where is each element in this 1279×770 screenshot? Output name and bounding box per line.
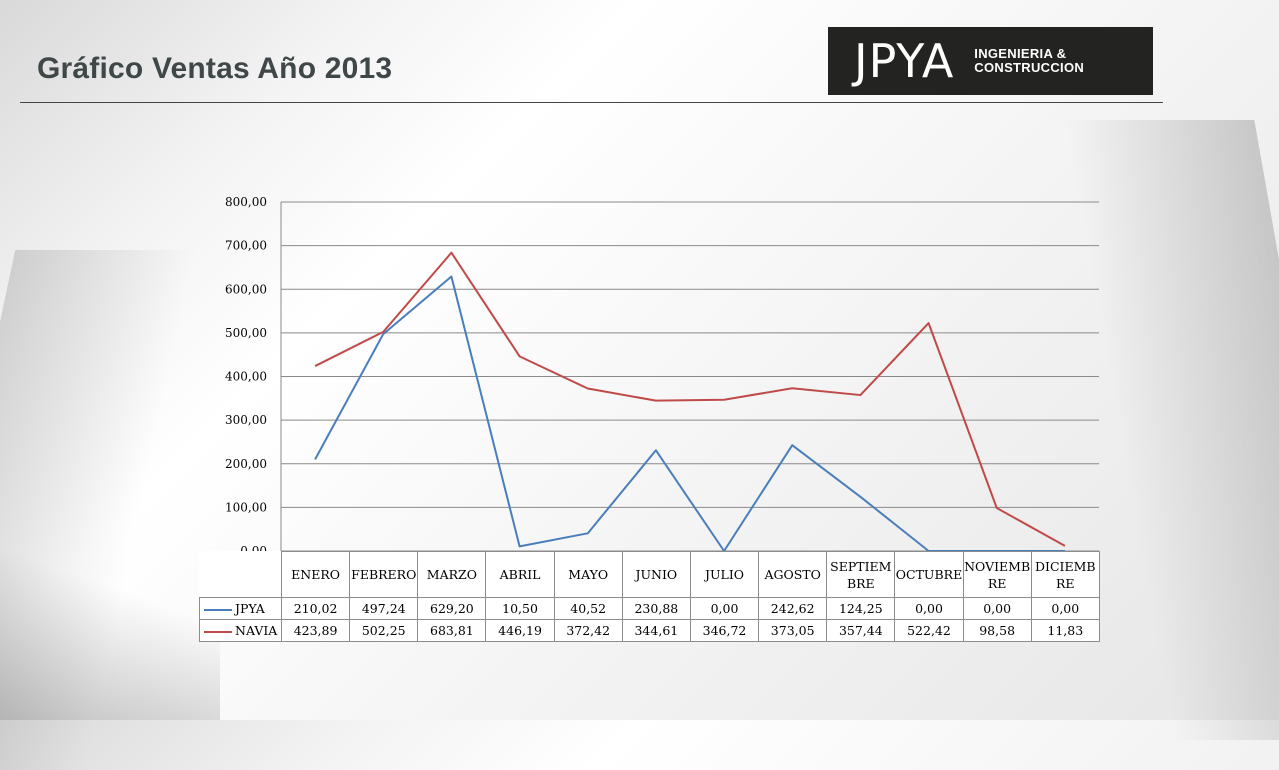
y-axis-tick-labels: 0,00100,00200,00300,00400,00500,00600,00… — [225, 195, 267, 558]
logo-mark: JPYA — [854, 34, 955, 88]
data-value-cell: 683,81 — [417, 619, 487, 642]
x-category-label: ENERO — [280, 551, 351, 598]
x-category-label: AGOSTO — [758, 551, 828, 598]
chart-series-lines — [314, 251, 1066, 552]
logo-tagline-line2: CONSTRUCCION — [974, 60, 1085, 75]
y-tick-label: 100,00 — [225, 500, 267, 514]
data-value-cell: 242,62 — [758, 597, 828, 620]
x-category-label: MAYO — [553, 551, 623, 598]
data-value-cell: 230,88 — [621, 597, 691, 620]
x-category-label: JUNIO — [621, 551, 691, 598]
title-divider — [20, 102, 1163, 103]
y-tick-label: 200,00 — [225, 457, 267, 471]
data-value-cell: 423,89 — [280, 619, 351, 642]
logo-tagline: INGENIERIA & CONSTRUCCION — [974, 47, 1084, 75]
series-line-jpya — [314, 275, 1065, 552]
y-tick-label: 600,00 — [225, 282, 267, 296]
x-category-label: OCTUBRE — [894, 551, 964, 598]
data-value-cell: 372,42 — [553, 619, 623, 642]
data-value-cell: 10,50 — [485, 597, 555, 620]
x-category-label: MARZO — [417, 551, 487, 598]
sales-line-chart: 0,00100,00200,00300,00400,00500,00600,00… — [225, 195, 1099, 558]
series-line-navia — [314, 251, 1066, 547]
chart-gridlines — [280, 201, 1099, 552]
logo-tagline-line1: INGENIERIA & — [974, 46, 1067, 61]
data-value-cell: 0,00 — [1030, 597, 1100, 620]
data-value-cell: 629,20 — [417, 597, 487, 620]
legend-entry-navia: NAVIA — [199, 619, 282, 642]
data-value-cell: 344,61 — [621, 619, 691, 642]
y-tick-label: 800,00 — [225, 195, 267, 209]
data-value-cell: 373,05 — [758, 619, 828, 642]
x-category-label: DICIEMBRE — [1030, 551, 1100, 598]
data-value-cell: 0,00 — [962, 597, 1032, 620]
legend-label: JPYA — [235, 601, 265, 616]
y-tick-label: 500,00 — [225, 326, 267, 340]
legend-key-icon — [204, 608, 232, 611]
y-tick-label: 400,00 — [225, 370, 267, 384]
company-logo: JPYA INGENIERIA & CONSTRUCCION — [828, 27, 1153, 95]
x-category-label: NOVIEMBRE — [962, 551, 1032, 598]
table-header-row: ENERO FEBRERO MARZO ABRIL MAYO JUNIO JULIO AGOS… — [199, 551, 1100, 598]
data-value-cell: 40,52 — [553, 597, 623, 620]
data-value-cell: 0,00 — [689, 597, 760, 620]
legend-key-icon — [204, 630, 232, 633]
data-value-cell: 0,00 — [894, 597, 964, 620]
data-value-cell: 11,83 — [1030, 619, 1100, 642]
x-category-label: FEBRERO — [349, 551, 419, 598]
data-value-cell: 497,24 — [349, 597, 419, 620]
data-value-cell: 502,25 — [349, 619, 419, 642]
table-row: NAVIA 423,89 502,25 683,81 446,19 372,42 344,6… — [199, 619, 1100, 642]
slide-title: Gráfico Ventas Año 2013 — [37, 52, 393, 85]
data-value-cell: 346,72 — [689, 619, 760, 642]
data-value-cell: 446,19 — [485, 619, 555, 642]
data-value-cell: 98,58 — [962, 619, 1032, 642]
legend-entry-jpya: JPYA — [199, 597, 282, 620]
data-value-cell: 522,42 — [894, 619, 964, 642]
x-category-label: ABRIL — [485, 551, 555, 598]
x-category-label: SEPTIEMBRE — [826, 551, 896, 598]
data-value-cell: 210,02 — [280, 597, 351, 620]
y-tick-label: 700,00 — [225, 239, 267, 253]
y-tick-label: 300,00 — [225, 413, 267, 427]
chart-data-table: ENERO FEBRERO MARZO ABRIL MAYO JUNIO JULIO AGOS… — [199, 551, 1100, 642]
data-value-cell: 357,44 — [826, 619, 896, 642]
table-corner-cell — [199, 551, 282, 598]
data-value-cell: 124,25 — [826, 597, 896, 620]
x-category-label: JULIO — [689, 551, 760, 598]
legend-label: NAVIA — [235, 623, 278, 638]
table-row: JPYA 210,02 497,24 629,20 10,50 40,52 230,88 0,… — [199, 597, 1100, 620]
